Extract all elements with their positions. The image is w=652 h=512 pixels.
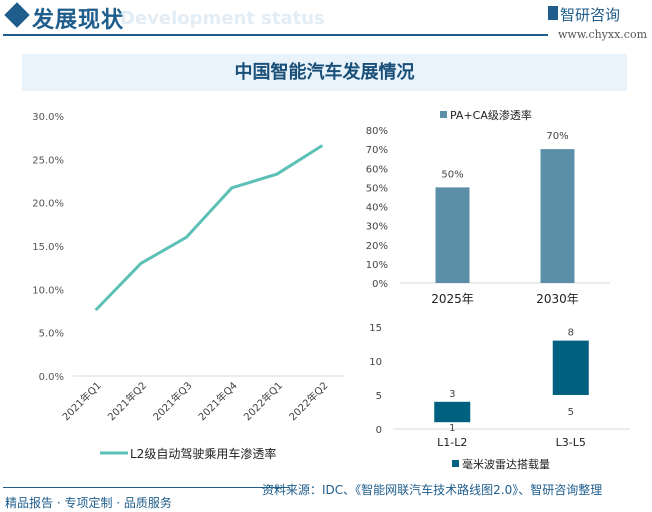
y-tick-label: 0.0% xyxy=(39,372,64,383)
y-tick-label: 20% xyxy=(366,241,388,252)
header-divider xyxy=(3,34,548,36)
bar xyxy=(435,187,470,283)
x-tick-label: 2022年Q2 xyxy=(286,379,330,423)
x-tick-label: 2022年Q1 xyxy=(241,379,285,423)
y-tick-label: 5 xyxy=(376,391,382,402)
y-tick-label: 60% xyxy=(366,164,388,175)
legend-label: 毫米波雷达搭载量 xyxy=(462,457,550,471)
brand-url: www.chyxx.com xyxy=(558,28,648,41)
footer-tagline: 精品报告 · 专项定制 · 品质服务 xyxy=(5,496,172,510)
y-tick-label: 0 xyxy=(376,425,382,436)
x-tick-label: 2021年Q4 xyxy=(195,379,239,423)
y-tick-label: 25.0% xyxy=(32,155,64,166)
x-tick-label: 2021年Q2 xyxy=(105,379,149,423)
y-tick-label: 5.0% xyxy=(39,329,64,340)
brand-name: 智研咨询 xyxy=(560,6,621,24)
y-tick-label: 15.0% xyxy=(32,242,64,253)
x-tick-label: 2025年 xyxy=(431,292,474,306)
y-tick-label: 80% xyxy=(366,126,388,137)
y-tick-label: 10 xyxy=(369,357,382,368)
x-tick-label: L1-L2 xyxy=(437,436,467,449)
y-tick-label: 15 xyxy=(369,323,382,334)
y-tick-label: 10.0% xyxy=(32,285,64,296)
legend-swatch xyxy=(440,111,447,118)
source-note: 资料来源：IDC、《智能网联汽车技术路线图2.0》、智研咨询整理 xyxy=(262,483,603,497)
y-tick-label: 30.0% xyxy=(32,112,64,123)
y-tick-label: 50% xyxy=(366,183,388,194)
y-tick-label: 20.0% xyxy=(32,199,64,210)
x-tick-label: 2021年Q1 xyxy=(59,379,103,423)
legend-label: L2级自动驾驶乘用车渗透率 xyxy=(130,446,276,461)
y-tick-label: 30% xyxy=(366,222,388,233)
legend-label: PA+CA级渗透率 xyxy=(450,108,532,122)
data-label-base: 5 xyxy=(568,407,574,418)
x-tick-label: 2021年Q3 xyxy=(150,379,194,423)
data-label-base: 1 xyxy=(449,423,455,434)
data-label-span: 3 xyxy=(449,389,455,400)
y-tick-label: 10% xyxy=(366,260,388,271)
header-title: 发展现状 xyxy=(32,8,125,33)
logo-icon xyxy=(548,6,558,20)
data-label-span: 8 xyxy=(568,328,574,339)
bar xyxy=(540,149,575,283)
footer-divider xyxy=(3,487,290,488)
data-label: 50% xyxy=(441,169,463,180)
header-subtitle: Development status xyxy=(120,8,325,29)
data-label: 70% xyxy=(546,131,568,142)
chart-title: 中国智能汽车发展情况 xyxy=(22,54,627,91)
x-tick-label: 2030年 xyxy=(536,292,579,306)
x-tick-label: L3-L5 xyxy=(556,436,586,449)
bar xyxy=(434,401,471,423)
y-tick-label: 0% xyxy=(372,279,388,290)
y-tick-label: 40% xyxy=(366,203,388,214)
legend-swatch xyxy=(452,460,459,467)
bar xyxy=(552,340,589,395)
y-tick-label: 70% xyxy=(366,145,388,156)
line-series xyxy=(94,144,324,312)
